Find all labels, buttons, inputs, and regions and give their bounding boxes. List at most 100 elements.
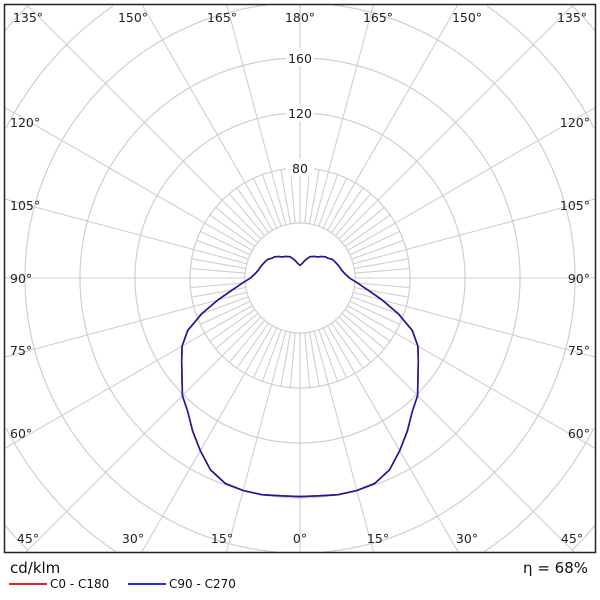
radial-label-bg (286, 104, 314, 121)
angle-label: 150° (452, 10, 482, 25)
grid-radial (351, 239, 404, 260)
grid-radial (322, 178, 347, 229)
angle-label: 150° (118, 10, 148, 25)
grid-radial (289, 332, 296, 388)
grid-radial (341, 206, 385, 244)
grid-radial (289, 168, 296, 224)
grid-radial (347, 107, 596, 251)
legend-item-c90: C90 - C270 (128, 577, 236, 591)
angle-label: 165° (363, 10, 393, 25)
legend-swatch-red (9, 583, 47, 585)
radial-tick-label: 160 (288, 51, 312, 66)
angle-label: 105° (10, 198, 40, 213)
grid-radial (190, 282, 246, 289)
grid-radial (331, 187, 364, 234)
angle-label: 30° (456, 531, 478, 546)
angle-label: 30° (122, 531, 144, 546)
angle-label: 75° (10, 343, 32, 358)
angle-label: 60° (10, 426, 32, 441)
grid-radial (236, 187, 269, 234)
angle-label: 120° (560, 115, 590, 130)
angle-label: 180° (285, 10, 315, 25)
grid-radial (313, 330, 374, 553)
grid-radial (190, 267, 246, 274)
radial-label-bg (286, 49, 314, 66)
angle-label: 60° (568, 426, 590, 441)
radial-label-bg (286, 159, 314, 176)
grid-radial (334, 193, 372, 237)
grid-radial (331, 322, 364, 369)
grid-radial (354, 287, 409, 298)
grid-radial (4, 291, 248, 358)
grid-radial (304, 332, 311, 388)
grid-radial (228, 193, 266, 237)
grid-radial (352, 198, 596, 265)
grid-radial (191, 287, 246, 298)
radial-tick-label: 120 (288, 106, 312, 121)
grid-radial (4, 107, 253, 251)
grid-radial (191, 258, 246, 269)
grid-radial (200, 300, 251, 325)
angle-label: 15° (211, 531, 233, 546)
grid-radial (344, 309, 391, 342)
grid-circle (5, 5, 595, 553)
angle-label: 90° (568, 271, 590, 286)
grid-radial (338, 316, 575, 553)
grid-radial (318, 329, 339, 382)
angle-label: 0° (293, 531, 307, 546)
grid-radial (4, 198, 248, 265)
grid-radial (338, 4, 574, 240)
grid-radial (354, 282, 410, 289)
grid-radial (349, 300, 400, 325)
grid-radial (209, 214, 256, 247)
grid-radial (253, 178, 278, 229)
angle-label: 165° (207, 10, 237, 25)
grid-radial (141, 4, 273, 231)
grid-radial (253, 327, 278, 378)
grid-radial (215, 312, 259, 350)
grid-radial (141, 325, 273, 553)
grid-radial (226, 4, 287, 226)
legend-item-c0: C0 - C180 (9, 577, 109, 591)
angle-label: 105° (560, 198, 590, 213)
efficiency-label: η = 68% (523, 559, 588, 577)
grid-radial (196, 296, 249, 317)
grid-radial (354, 258, 409, 269)
grid-radial (347, 305, 596, 449)
grid-radial (309, 332, 320, 387)
grid-radial (261, 174, 282, 227)
grid-radial (236, 322, 269, 369)
grid-radial (349, 231, 400, 256)
grid-radial (4, 305, 253, 449)
plot-frame (3, 3, 597, 554)
grid-radial (334, 319, 372, 363)
legend-swatch-blue (128, 583, 166, 585)
grid-radial (215, 206, 259, 244)
grid-radial (309, 169, 320, 224)
grid-radial (196, 239, 249, 260)
angle-label: 135° (13, 10, 43, 25)
radial-tick-label: 80 (292, 161, 308, 176)
unit-label: cd/klm (10, 559, 61, 577)
grid-circle (24, 4, 576, 553)
grid-circle (4, 5, 596, 551)
grid-radial (352, 291, 596, 358)
grid-radial (200, 231, 251, 256)
grid-radial (209, 309, 256, 342)
angle-label: 45° (17, 531, 39, 546)
angle-label: 45° (561, 531, 583, 546)
grid-radial (341, 312, 385, 350)
angle-label: 75° (568, 343, 590, 358)
grid-radial (313, 4, 374, 226)
grid-radial (25, 316, 262, 553)
grid-radial (327, 4, 459, 231)
grid-radial (280, 332, 291, 387)
grid-radial (318, 174, 339, 227)
grid-radial (226, 330, 287, 553)
angle-label: 135° (557, 10, 587, 25)
grid-radial (26, 4, 262, 240)
angle-label: 90° (10, 271, 32, 286)
series-curve-c90-c270 (180, 255, 420, 498)
